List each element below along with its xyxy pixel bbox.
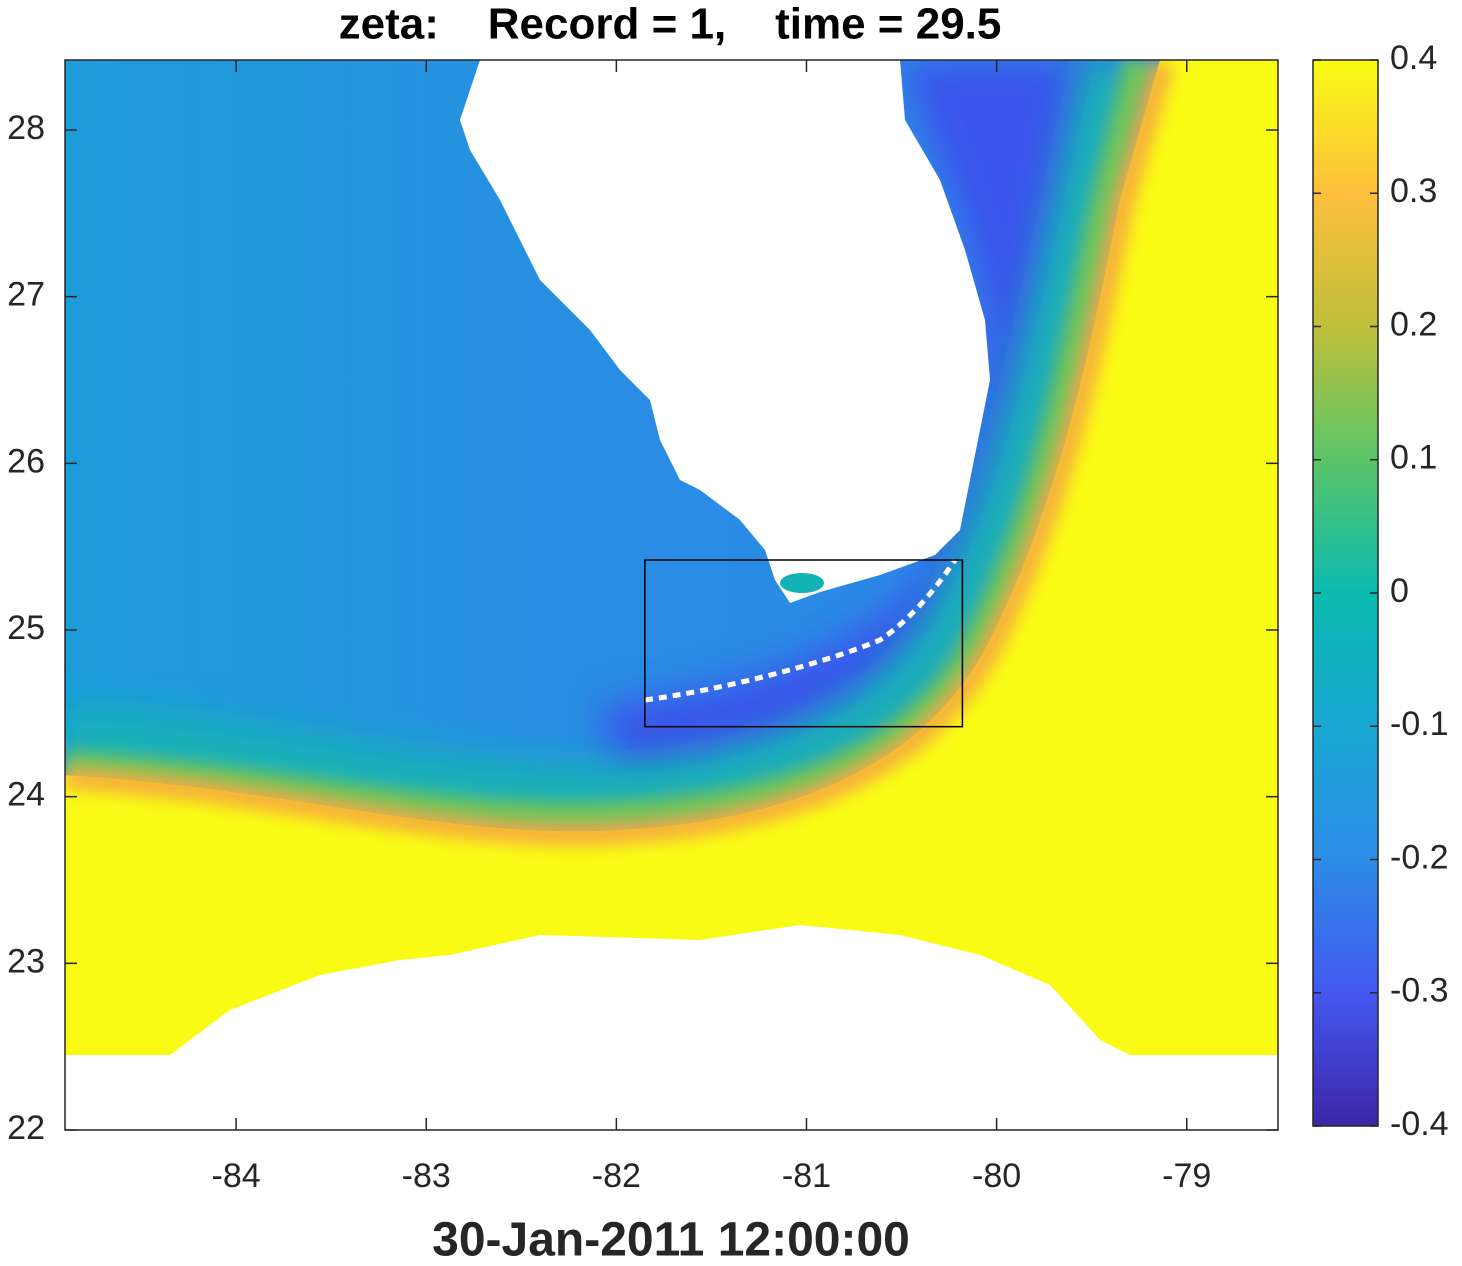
front-orange (65, 60, 1174, 846)
x-tick-label: -83 (402, 1157, 451, 1195)
colorbar-tick-label: -0.2 (1390, 838, 1449, 876)
y-tick-label: 26 (7, 442, 45, 480)
y-tick-label: 27 (7, 276, 45, 314)
florida-bay (780, 573, 824, 593)
y-tick-label: 25 (7, 609, 45, 647)
colorbar-tick-label: -0.3 (1390, 972, 1449, 1010)
chart-title: zeta: Record = 1, time = 29.5 (339, 0, 1002, 49)
x-tick-label: -80 (972, 1157, 1021, 1195)
axes-box (64, 59, 1279, 1131)
florida-keys (644, 558, 958, 703)
front-teal (65, 60, 1137, 819)
front-green (65, 60, 1155, 832)
cuba-land (65, 925, 1278, 1130)
x-tick-label: -81 (782, 1157, 831, 1195)
colorbar-tick-label: 0.1 (1390, 439, 1437, 477)
colorbar-tick-label: 0.3 (1390, 172, 1437, 210)
zoom-rectangle (644, 559, 964, 728)
low-zone (600, 60, 1110, 790)
colorbar-tick-label: 0 (1390, 572, 1409, 610)
colorbar-tick-label: 0.4 (1390, 39, 1437, 77)
colorbar-tick-label: 0.2 (1390, 305, 1437, 343)
y-tick-label: 22 (7, 1109, 45, 1147)
colorbar-tick-label: -0.4 (1390, 1105, 1449, 1143)
x-tick-label: -82 (592, 1157, 641, 1195)
y-tick-label: 28 (7, 109, 45, 147)
y-tick-label: 23 (7, 942, 45, 980)
x-tick-label: -79 (1162, 1157, 1211, 1195)
colorbar (1312, 59, 1379, 1127)
warm-zone (65, 60, 1278, 1130)
y-tick-label: 24 (7, 776, 45, 814)
field (65, 60, 1278, 1130)
colorbar-tick-label: -0.1 (1390, 705, 1449, 743)
florida-land (460, 60, 990, 603)
x-tick-label: -84 (212, 1157, 261, 1195)
x-axis-label: 30-Jan-2011 12:00:00 (432, 1214, 910, 1266)
